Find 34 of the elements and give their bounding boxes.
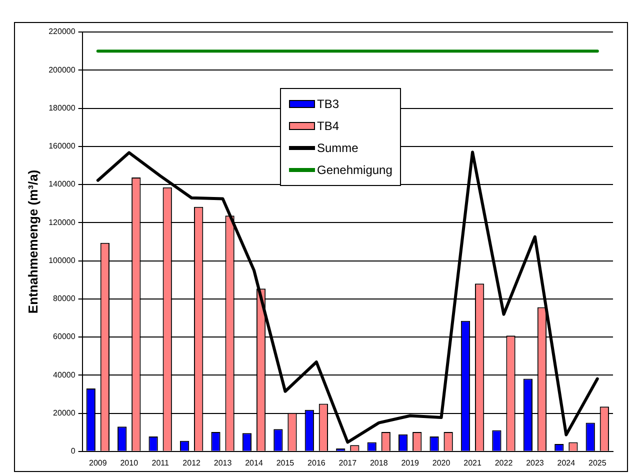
legend-label: TB4 bbox=[317, 119, 340, 133]
y-tick-label: 120000 bbox=[48, 218, 76, 227]
legend-label: Summe bbox=[317, 141, 358, 155]
y-tick-label: 80000 bbox=[53, 294, 76, 304]
x-tick-label: 2022 bbox=[494, 458, 514, 468]
y-axis-title: Entnahmemenge (m³/a) bbox=[25, 170, 40, 314]
y-tick-label: 100000 bbox=[48, 256, 76, 265]
x-tick-label: 2019 bbox=[401, 458, 420, 468]
x-tick-label: 2009 bbox=[89, 458, 108, 468]
y-tick-label: 220000 bbox=[48, 27, 76, 36]
x-tick-label: 2016 bbox=[308, 458, 326, 468]
x-tick-label: 2023 bbox=[526, 458, 544, 468]
x-tick-label: 2017 bbox=[338, 458, 358, 468]
x-tick-label: 2020 bbox=[432, 458, 451, 468]
x-tick-label: 2012 bbox=[182, 458, 202, 468]
x-tick-label: 2014 bbox=[245, 458, 264, 468]
y-tick-label: 180000 bbox=[48, 103, 76, 112]
x-tick-label: 2013 bbox=[214, 458, 232, 468]
x-tick-label: 2018 bbox=[370, 458, 388, 468]
x-tick-label: 2025 bbox=[588, 458, 607, 468]
x-tick-label: 2010 bbox=[120, 458, 139, 468]
y-tick-label: 60000 bbox=[53, 332, 76, 342]
y-tick-label: 160000 bbox=[48, 142, 76, 151]
x-tick-label: 2021 bbox=[464, 458, 482, 468]
y-tick-label: 0 bbox=[70, 446, 76, 456]
legend-label: Genehmigung bbox=[317, 163, 392, 177]
y-tick-label: 20000 bbox=[53, 408, 76, 418]
x-tick-label: 2024 bbox=[557, 458, 576, 468]
y-tick-label: 140000 bbox=[48, 180, 76, 189]
y-tick-label: 40000 bbox=[53, 370, 76, 380]
legend-label: TB3 bbox=[317, 97, 340, 111]
x-tick-label: 2015 bbox=[276, 458, 295, 468]
x-tick-label: 2011 bbox=[152, 458, 170, 468]
y-tick-label: 200000 bbox=[48, 65, 76, 74]
